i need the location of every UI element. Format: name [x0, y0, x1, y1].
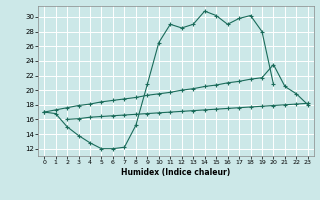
X-axis label: Humidex (Indice chaleur): Humidex (Indice chaleur) — [121, 168, 231, 177]
